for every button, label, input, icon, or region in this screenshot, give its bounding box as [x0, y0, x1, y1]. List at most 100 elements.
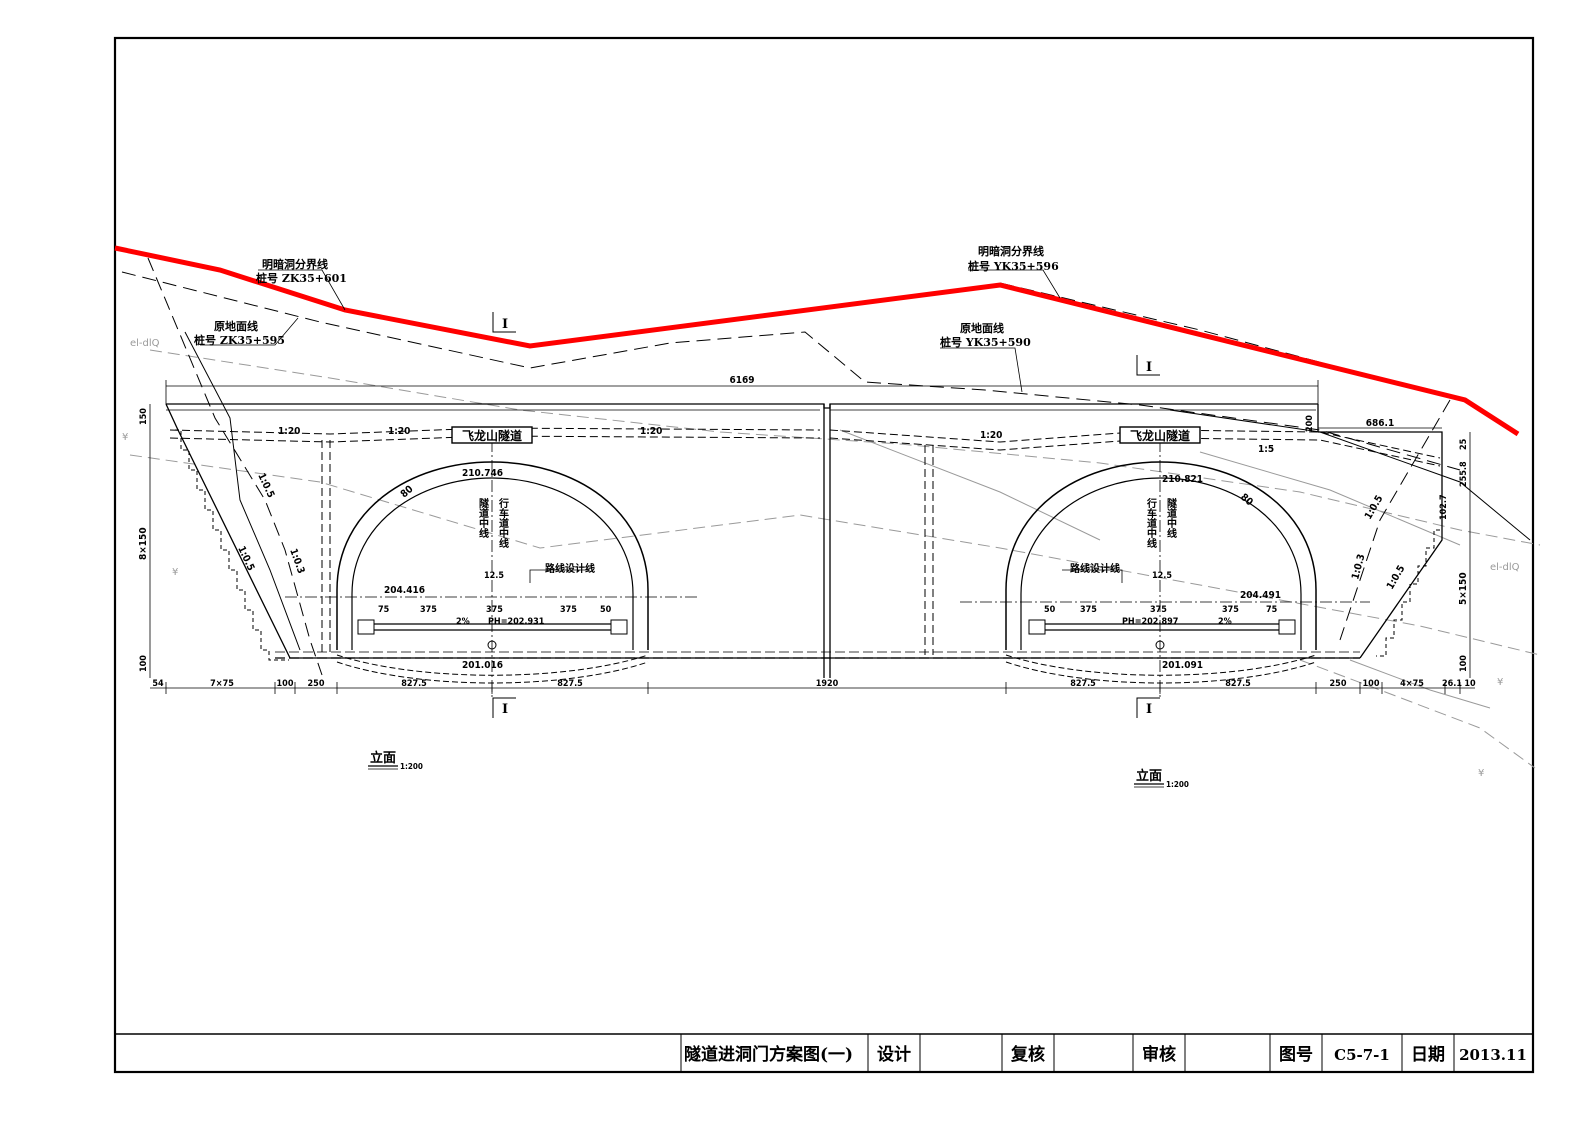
route-design-line-left: 路线设计线	[545, 562, 595, 575]
dim-total-width: 6169	[729, 375, 754, 386]
leader-right-boundary	[968, 269, 1061, 299]
dim-w375-left-a: 375	[420, 605, 437, 615]
section-mark-top-left	[492, 312, 516, 333]
title-block: 隧道进洞门方案图(一) 设计 复核 审核 图号 C5-7-1 日期 2013.1…	[115, 1033, 1533, 1072]
dim-w375-left-b: 375	[486, 605, 503, 615]
dim-bottom-8275-a: 827.5	[401, 679, 427, 689]
design-surface-line	[114, 245, 1520, 437]
terrain-contours	[129, 349, 1541, 769]
dim-bottom-left: 100	[139, 655, 149, 672]
contour-labels: el-dlQ el-dlQ ¥ ¥ ¥ ¥	[122, 338, 1520, 779]
leader-left-boundary	[258, 269, 346, 311]
dim-bottom-100-right: 100	[1363, 679, 1380, 689]
contour-mark-2: ¥	[172, 567, 178, 578]
dim-bottom-4x75: 4×75	[1400, 679, 1424, 689]
dim-w375-right-c: 375	[1222, 605, 1239, 615]
left-steps	[175, 429, 289, 661]
section-mark-label: I	[1146, 360, 1152, 375]
right-tunnel-drain	[1155, 640, 1165, 650]
dim-w75-left: 75	[378, 605, 390, 615]
dim-slope-120: 1:20	[278, 426, 300, 437]
dim-right-2558: 255.8	[1459, 461, 1469, 487]
contour-line-1	[149, 349, 1541, 546]
contour-code-left: el-dlQ	[130, 338, 160, 349]
dim-w375-right-b: 375	[1150, 605, 1167, 615]
contour-mark-3: ¥	[1497, 677, 1503, 688]
date-value: 2013.11	[1459, 1046, 1527, 1064]
drawing-frame	[113, 36, 1535, 1074]
dim-arc-thickness-right: 80	[1238, 492, 1255, 508]
section-mark-label: I	[502, 317, 508, 332]
left-tunnel-drain	[487, 640, 497, 650]
dim-bottom-261: 26.1	[1442, 679, 1462, 689]
dim-slope-103-left: 1:0.3	[287, 547, 306, 575]
right-tunnel-inner-arch	[1020, 477, 1302, 650]
left-beam-top	[169, 427, 821, 435]
tunnel-center-right-label: 隧道中线	[1165, 497, 1177, 539]
review-label: 复核	[1010, 1044, 1045, 1065]
left-tunnel-curb-right	[610, 619, 628, 635]
dim-bottom-250-right: 250	[1330, 679, 1347, 689]
right-tunnel-curb-left	[1028, 619, 1046, 635]
dim-bottom-8275-c: 827.5	[1070, 679, 1096, 689]
captions: 立面 1:200 立面 1:200	[368, 750, 1189, 789]
drawing-name: 隧道进洞门方案图(一)	[684, 1044, 853, 1065]
portal-top-line	[166, 403, 1318, 409]
leader-left-ground	[200, 317, 299, 346]
tunnel-name-right: 飞龙山隧道	[1130, 428, 1190, 443]
dim-w375-left-c: 375	[560, 605, 577, 615]
dim-step-200: 200	[1305, 415, 1315, 432]
dim-w75-right: 75	[1266, 605, 1278, 615]
right-grey-slope	[1199, 451, 1461, 546]
dim-right-25: 25	[1459, 438, 1469, 450]
left-boundary-title: 明暗洞分界线	[262, 257, 328, 271]
section-mark-bottom-right	[1136, 697, 1160, 718]
dim-crossfall-left: 2%	[456, 617, 470, 627]
dim-bottom-8275-d: 827.5	[1225, 679, 1251, 689]
left-tunnel-invert-2	[336, 661, 649, 684]
dim-crossfall-right: 2%	[1218, 617, 1232, 627]
dim-ledge-6861: 686.1	[1366, 418, 1394, 429]
original-ground-lines	[121, 257, 1531, 676]
lane-center-right-label: 行车道中线	[1145, 497, 1158, 549]
dim-slope-120: 1:20	[640, 426, 662, 437]
dim-slope-105-right-b: 1:0.5	[1385, 564, 1407, 592]
dim-pave-left: PH=202.931	[488, 617, 545, 627]
left-beam-bottom	[169, 435, 821, 443]
crown-beams	[169, 427, 1441, 655]
caption-right-scale: 1:200	[1166, 780, 1189, 789]
tunnel-center-left-label: 隧道中线	[477, 497, 489, 539]
slope-line-left-inner	[184, 331, 301, 651]
dim-slope-120: 1:20	[388, 426, 410, 437]
section-mark-label: I	[1146, 702, 1152, 717]
left-tunnel	[285, 440, 700, 700]
slope-line-left	[147, 257, 323, 676]
leader-lines	[200, 269, 1123, 583]
design-label: 设计	[877, 1044, 911, 1065]
tunnel-name-plate-left	[451, 426, 533, 444]
leader-route-left	[529, 569, 590, 583]
contour-code-right: el-dlQ	[1490, 562, 1520, 573]
dim-bottom-1920: 1920	[816, 679, 839, 689]
dim-bottom-8275-b: 827.5	[557, 679, 583, 689]
left-tunnel-curb-left	[357, 619, 375, 635]
tunnel-name-plate-right	[1119, 426, 1201, 444]
title-block-dividers	[680, 1034, 1455, 1072]
date-label: 日期	[1411, 1045, 1445, 1065]
right-solid-ground	[1169, 409, 1531, 541]
bottom-dim-ticks	[165, 682, 1461, 694]
right-ground-title: 原地面线	[960, 321, 1004, 335]
caption-left-scale: 1:200	[400, 762, 423, 771]
dimension-text: 6169 150 8×150 100 1:20 1:20 1:20 1:20 1…	[138, 375, 1476, 689]
contour-mark-4: ¥	[1478, 768, 1484, 779]
dim-bottom-10: 10	[1464, 679, 1476, 689]
dim-offset-left: 12.5	[484, 571, 504, 581]
left-ground-title: 原地面线	[214, 319, 258, 333]
dim-bottom-7x75: 7×75	[210, 679, 234, 689]
dim-bottom-100-left: 100	[277, 679, 294, 689]
left-tunnel-inner-arch	[351, 477, 634, 650]
dimension-lines	[149, 380, 1475, 689]
dim-invert-right: 201.091	[1162, 660, 1203, 671]
dim-crown-left: 210.746	[462, 468, 503, 479]
